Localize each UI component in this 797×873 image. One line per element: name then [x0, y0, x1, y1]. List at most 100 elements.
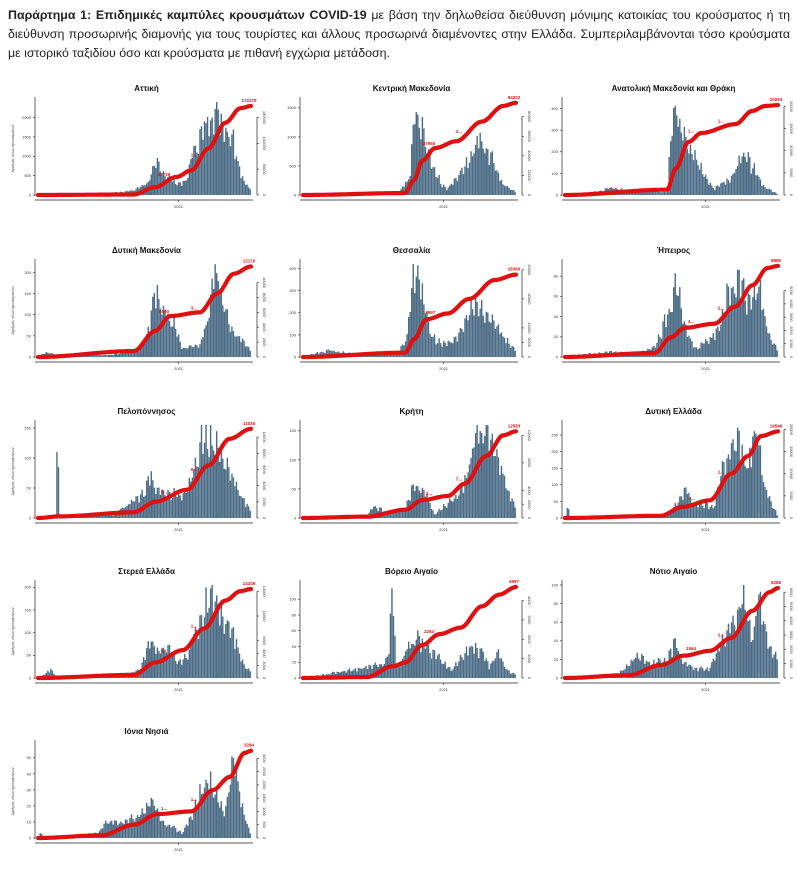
y2-tick-label: 2000 — [262, 338, 267, 348]
bar — [469, 315, 470, 357]
y-tick-label: 50 — [27, 755, 32, 760]
bar — [773, 192, 774, 195]
bar — [476, 136, 477, 195]
bar — [183, 832, 184, 838]
bar — [434, 334, 435, 357]
bar — [483, 443, 484, 518]
bar — [187, 660, 188, 678]
bar — [184, 348, 185, 357]
bar — [157, 285, 158, 357]
bar — [135, 818, 136, 838]
bar — [187, 492, 188, 518]
bar — [643, 656, 644, 678]
bar — [141, 490, 142, 518]
bar — [732, 439, 733, 518]
bar — [514, 192, 515, 195]
bar — [216, 431, 217, 518]
bar — [189, 345, 190, 357]
bar — [233, 477, 234, 518]
bar — [193, 812, 194, 838]
bar — [164, 825, 165, 838]
y-tick-label: 400 — [289, 266, 296, 271]
bar — [443, 504, 444, 518]
y2-tick-label: 150000 — [262, 111, 267, 125]
bar — [486, 425, 487, 518]
bar — [167, 825, 168, 838]
bar — [675, 106, 676, 195]
bar — [684, 488, 685, 518]
bar — [729, 305, 730, 357]
bar — [487, 425, 488, 518]
bar — [249, 351, 250, 357]
bar — [755, 175, 756, 195]
bar — [234, 336, 235, 357]
y2-tick-label: 10000 — [262, 432, 267, 444]
chart-title: Στερεά Ελλάδα — [118, 567, 175, 576]
bar — [243, 181, 244, 195]
bar — [155, 168, 156, 195]
bar — [766, 490, 767, 518]
bar — [734, 293, 735, 357]
y2-tick-label: 2000 — [789, 645, 794, 655]
bar — [748, 293, 749, 357]
bar — [703, 508, 704, 518]
bar — [192, 158, 193, 195]
y2-tick-label: 3000 — [789, 313, 794, 323]
chart-title: Ήπειρος — [657, 246, 690, 255]
bar — [473, 153, 474, 195]
bar — [234, 159, 235, 195]
bar — [138, 817, 139, 838]
bar — [451, 501, 452, 518]
bar — [483, 149, 484, 195]
bar — [511, 346, 512, 357]
bar — [764, 187, 765, 195]
bar — [772, 345, 773, 357]
bar — [175, 828, 176, 838]
bar — [441, 187, 442, 195]
x-tick-label: 2021 — [439, 527, 449, 532]
bar — [728, 454, 729, 518]
bar — [514, 508, 515, 518]
y-tick-label: 100 — [551, 171, 558, 176]
bar — [167, 490, 168, 518]
y-tick-label: 300 — [289, 288, 296, 293]
chart-svg: Θεσσαλία01002003004002021050001000020000… — [270, 242, 532, 390]
bar — [231, 629, 232, 678]
bar — [249, 189, 250, 195]
bar — [205, 780, 206, 838]
y2-tick-label: 20000 — [789, 424, 794, 436]
bar — [711, 505, 712, 518]
bar — [170, 500, 171, 518]
bar — [735, 451, 736, 518]
bar — [207, 321, 208, 357]
bar — [414, 124, 415, 195]
bar — [218, 802, 219, 838]
bar — [216, 102, 217, 195]
bar — [166, 499, 167, 518]
bar — [184, 488, 185, 518]
bar — [501, 466, 502, 518]
bar — [501, 658, 502, 678]
y2-tick-label: 10000 — [262, 277, 267, 289]
bar — [449, 498, 450, 518]
y-tick-label: 20 — [27, 803, 32, 808]
bars — [40, 756, 251, 838]
bar — [243, 498, 244, 518]
bar — [170, 327, 171, 357]
bar — [460, 655, 461, 678]
bar — [675, 273, 676, 357]
bar — [184, 654, 185, 678]
bar — [496, 170, 497, 195]
bar — [175, 661, 176, 678]
bar — [214, 264, 215, 357]
bar — [754, 163, 755, 195]
bar — [192, 820, 193, 838]
bar — [236, 336, 237, 357]
bar — [662, 321, 663, 357]
final-cumulative-label: 19546 — [770, 423, 783, 428]
bar — [505, 488, 506, 518]
bar — [199, 615, 200, 678]
bar — [228, 792, 229, 838]
